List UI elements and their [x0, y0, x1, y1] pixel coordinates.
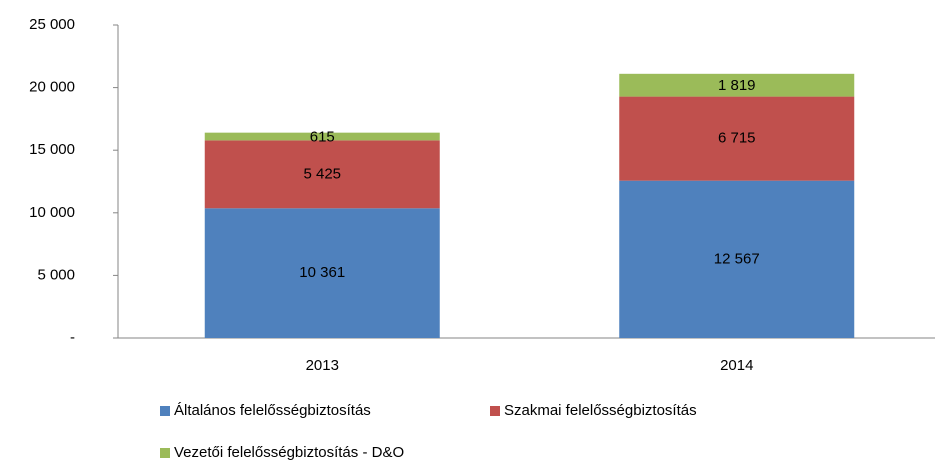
- y-tick-label: -: [70, 329, 75, 346]
- data-label: 12 567: [714, 250, 760, 267]
- y-tick-label: 15 000: [29, 141, 75, 158]
- data-label: 10 361: [299, 264, 345, 281]
- x-tick-label: 2013: [306, 357, 339, 374]
- y-tick-label: 25 000: [29, 16, 75, 33]
- legend-label: Szakmai felelősségbiztosítás: [504, 402, 697, 419]
- y-tick-label: 5 000: [37, 266, 75, 283]
- bar-segment: [204, 208, 440, 338]
- bar-segment: [204, 140, 440, 209]
- data-label: 615: [310, 128, 335, 145]
- legend-marker: [160, 448, 170, 458]
- bar-segment: [619, 180, 855, 338]
- legend-marker: [160, 406, 170, 416]
- bar-segment: [619, 96, 855, 181]
- legend-label: Általános felelősségbiztosítás: [174, 402, 371, 419]
- bar-segment: [204, 132, 440, 141]
- y-tick-label: 10 000: [29, 204, 75, 221]
- data-label: 6 715: [718, 130, 756, 147]
- data-label: 1 819: [718, 77, 756, 94]
- x-tick-label: 2014: [720, 357, 753, 374]
- legend-marker: [490, 406, 500, 416]
- y-tick-label: 20 000: [29, 79, 75, 96]
- data-label: 5 425: [303, 165, 341, 182]
- legend-label: Vezetői felelősségbiztosítás - D&O: [174, 444, 404, 461]
- bar-segment: [619, 73, 855, 97]
